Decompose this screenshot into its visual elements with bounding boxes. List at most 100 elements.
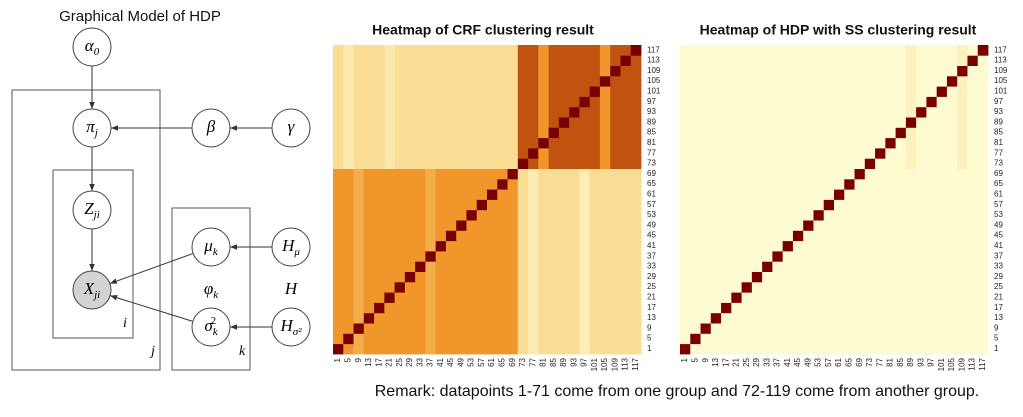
cell	[926, 117, 938, 128]
cell	[466, 189, 478, 200]
cell	[630, 199, 642, 211]
cell	[782, 323, 794, 334]
cell	[517, 137, 529, 149]
x-tick-label: 17	[374, 357, 383, 366]
cell	[476, 292, 488, 303]
cell	[333, 117, 344, 128]
cell	[977, 220, 989, 231]
cell	[721, 178, 732, 190]
cell	[946, 75, 958, 87]
cell	[772, 189, 784, 200]
cell	[374, 127, 385, 139]
cell	[875, 333, 886, 345]
x-tick-label: 85	[549, 357, 558, 366]
cell	[834, 96, 845, 108]
cell	[353, 343, 365, 355]
cell	[792, 302, 804, 314]
cell	[528, 117, 539, 128]
cell	[721, 158, 732, 169]
cell	[466, 137, 478, 149]
cell	[844, 281, 855, 293]
cell	[957, 158, 968, 169]
cell	[741, 137, 753, 149]
cell	[620, 271, 632, 283]
cell	[823, 251, 835, 262]
cell	[916, 86, 927, 97]
cell	[404, 117, 416, 128]
cell	[782, 137, 794, 149]
cell	[680, 312, 691, 324]
cell	[772, 333, 784, 345]
cell	[751, 261, 763, 272]
cell	[813, 333, 825, 345]
cell	[792, 178, 804, 190]
cell	[772, 292, 784, 303]
cell	[435, 261, 447, 272]
cell	[762, 220, 773, 231]
cell	[926, 333, 938, 345]
cell	[374, 312, 385, 324]
cell	[762, 199, 773, 211]
cell	[630, 251, 642, 262]
cell	[558, 96, 570, 108]
cell	[569, 333, 580, 345]
cell	[762, 158, 773, 169]
cell	[823, 148, 835, 159]
cell	[772, 199, 784, 211]
cell	[864, 312, 876, 324]
y-tick-label: 93	[647, 107, 656, 116]
y-tick-label: 1	[994, 344, 999, 353]
heatmap-cells	[680, 45, 989, 355]
cell	[905, 137, 917, 149]
cell	[967, 261, 979, 272]
cell	[548, 312, 560, 324]
cell	[905, 251, 917, 262]
cell	[721, 292, 732, 303]
cell	[967, 55, 979, 66]
cell	[538, 148, 549, 159]
cell	[803, 271, 814, 283]
x-tick-label: 77	[875, 357, 884, 366]
cell	[353, 312, 365, 324]
cell	[680, 45, 691, 56]
cell	[579, 86, 591, 97]
symbol: β	[206, 117, 216, 136]
cell	[916, 45, 927, 56]
cell	[803, 45, 814, 56]
cell	[548, 86, 560, 97]
cell	[762, 137, 773, 149]
node	[72, 27, 112, 67]
cell	[476, 178, 488, 190]
cell	[404, 323, 416, 334]
cell	[977, 148, 989, 159]
cell	[528, 168, 539, 180]
cell	[610, 281, 621, 293]
cell	[528, 96, 539, 108]
cell	[630, 55, 642, 66]
cell	[425, 209, 437, 221]
cell	[415, 96, 426, 108]
cell	[476, 333, 488, 345]
cell	[710, 55, 722, 66]
cell	[803, 281, 814, 293]
cell	[363, 292, 375, 303]
cell	[425, 65, 437, 77]
cell	[630, 75, 642, 87]
cell	[792, 220, 804, 231]
cell	[620, 261, 632, 272]
cell	[558, 158, 570, 169]
cell	[476, 75, 488, 87]
cell	[680, 271, 691, 283]
cell	[741, 230, 753, 242]
cell	[569, 312, 580, 324]
cell	[415, 127, 426, 139]
cell	[813, 343, 825, 355]
cell	[957, 75, 968, 87]
cell	[772, 230, 784, 242]
cell	[343, 323, 354, 334]
x-tick-label: 29	[405, 357, 414, 366]
cell	[558, 271, 570, 283]
cell	[374, 75, 385, 87]
cell	[916, 302, 927, 314]
cell	[680, 261, 691, 272]
